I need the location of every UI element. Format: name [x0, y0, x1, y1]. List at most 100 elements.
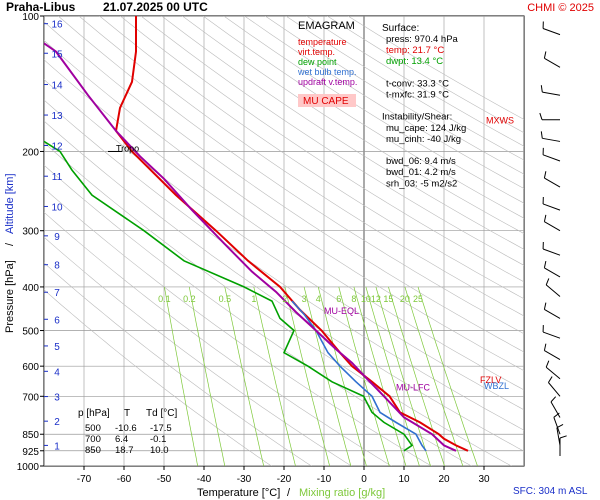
wind-barb-staff	[550, 401, 561, 418]
mixing-ratio-label: 10	[361, 294, 371, 304]
mixing-ratio-line	[375, 286, 431, 466]
mixing-ratio-line	[365, 286, 420, 466]
wind-barb-staff	[542, 137, 561, 142]
mixing-ratio-line	[388, 286, 445, 466]
annotation-wbzl: WBZL	[484, 381, 509, 391]
info-line: dwpt: 13.4 °C	[386, 56, 443, 67]
altitude-tick-label: 14	[51, 81, 63, 92]
pressure-tick-label: 400	[22, 283, 39, 294]
wind-barb-staff	[553, 417, 561, 435]
annotation-tropo: Tropo	[116, 143, 139, 153]
pressure-tick-label: 700	[22, 392, 39, 403]
wind-barb-flag	[548, 376, 553, 383]
table-cell-p: 850	[85, 445, 101, 456]
mixing-ratio-line	[284, 286, 331, 466]
legend-virt-temp: virt.temp.	[298, 47, 335, 57]
mixing-ratio-label: 0.5	[219, 294, 232, 304]
dry-adiabat	[78, 16, 524, 317]
legend-wet-bulb: wet bulb temp.	[297, 67, 357, 77]
dry-adiabat	[202, 16, 524, 219]
dry-adiabat	[44, 289, 272, 466]
info-line: mu_cape: 124 J/kg	[386, 123, 466, 134]
wind-barb-flag	[559, 435, 567, 439]
mixing-ratio-label: 4	[316, 294, 321, 304]
info-line: bwd_06: 9.4 m/s	[386, 156, 456, 167]
mixing-ratio-label: 6	[336, 294, 341, 304]
pressure-tick-label: 600	[22, 362, 39, 373]
grid-lines	[44, 16, 524, 466]
table-cell-p: 700	[85, 434, 101, 445]
dry-adiabat	[99, 16, 524, 300]
mixing-ratio-label: 12	[371, 294, 381, 304]
wind-barb-staff	[542, 91, 561, 96]
ylabel-pressure: Pressure [hPa]	[4, 260, 16, 333]
pressure-tick-label: 500	[22, 327, 39, 338]
x-tick-label: -60	[117, 474, 132, 485]
pressure-tick-label: 1000	[17, 462, 40, 473]
altitude-tick-label: 10	[51, 202, 63, 213]
wind-barb-flag	[545, 360, 550, 368]
mixing-ratio-label: 1	[251, 294, 256, 304]
mixing-ratio-label: 0.1	[158, 294, 171, 304]
wind-barb-staff	[544, 221, 561, 232]
dry-adiabat	[44, 21, 524, 353]
table-cell-td: 10.0	[150, 445, 169, 456]
info-line: srh_03: -5 m2/s2	[386, 178, 457, 189]
mu-cape-label: MU CAPE	[303, 96, 349, 107]
info-line: Instability/Shear:	[382, 112, 452, 123]
wind-barb-staff	[544, 350, 561, 360]
mixing-ratio-line	[224, 286, 265, 466]
station-title: Praha-Libus	[6, 0, 76, 14]
annotation-mu-lfc: MU-LFC	[396, 383, 430, 393]
mixing-ratio-line	[253, 286, 296, 466]
wind-barb-flag	[540, 131, 543, 139]
dry-adiabat	[182, 16, 524, 234]
ylabel-sep: /	[4, 242, 16, 246]
dry-adiabat	[44, 236, 352, 466]
x-tick-label: -40	[197, 474, 212, 485]
info-line: bwd_01: 4.2 m/s	[386, 167, 456, 178]
mixing-ratio-label: 0.2	[183, 294, 196, 304]
series-dew-point	[44, 140, 414, 452]
altitude-tick-label: 9	[54, 232, 60, 243]
altitude-tick-label: 4	[54, 367, 60, 378]
legend-dew-point: dew point	[298, 57, 337, 67]
wind-barb-staff	[542, 248, 561, 256]
x-tick-label: -10	[317, 474, 332, 485]
mu-cape-swatch	[298, 94, 356, 107]
pressure-tick-label: 100	[22, 12, 39, 23]
sfc-label: SFC: 304 m ASL	[513, 486, 588, 497]
altitude-tick-label: 6	[54, 315, 60, 326]
annotation-mxws: MXWS	[486, 116, 514, 126]
wind-barb-flag	[545, 278, 550, 286]
wind-barb-staff	[542, 28, 561, 36]
dry-adiabat	[44, 79, 524, 411]
dry-adiabat	[223, 16, 524, 204]
series-temperature	[114, 16, 469, 452]
x-tick-label: 0	[361, 474, 367, 485]
wind-barb-staff	[544, 267, 561, 278]
wind-barb-staff	[556, 427, 561, 446]
wind-barb-staff	[542, 154, 561, 162]
mixing-ratio-label: 20	[400, 294, 410, 304]
table-cell-td: -0.1	[150, 434, 166, 445]
wind-barb-flag	[543, 302, 547, 310]
xlabel-temperature: Temperature [°C]	[197, 487, 280, 499]
credit-label: CHMI © 2025	[527, 2, 594, 14]
wind-barb-flag	[540, 85, 543, 93]
altitude-tick-label: 3	[54, 393, 60, 404]
mixing-ratio-label: 2	[282, 294, 287, 304]
x-tick-label: 20	[438, 474, 450, 485]
dry-adiabat	[44, 142, 512, 466]
wind-barb-staff	[548, 382, 561, 397]
wind-barb-staff	[544, 57, 561, 68]
x-tick-label: -30	[237, 474, 252, 485]
x-tick-label: -70	[77, 474, 92, 485]
xlabel-sep: /	[287, 487, 291, 499]
mixing-ratio-line	[188, 286, 226, 466]
pressure-tick-label: 925	[22, 447, 39, 458]
dry-adiabat	[44, 120, 524, 452]
altitude-tick-label: 15	[51, 49, 63, 60]
